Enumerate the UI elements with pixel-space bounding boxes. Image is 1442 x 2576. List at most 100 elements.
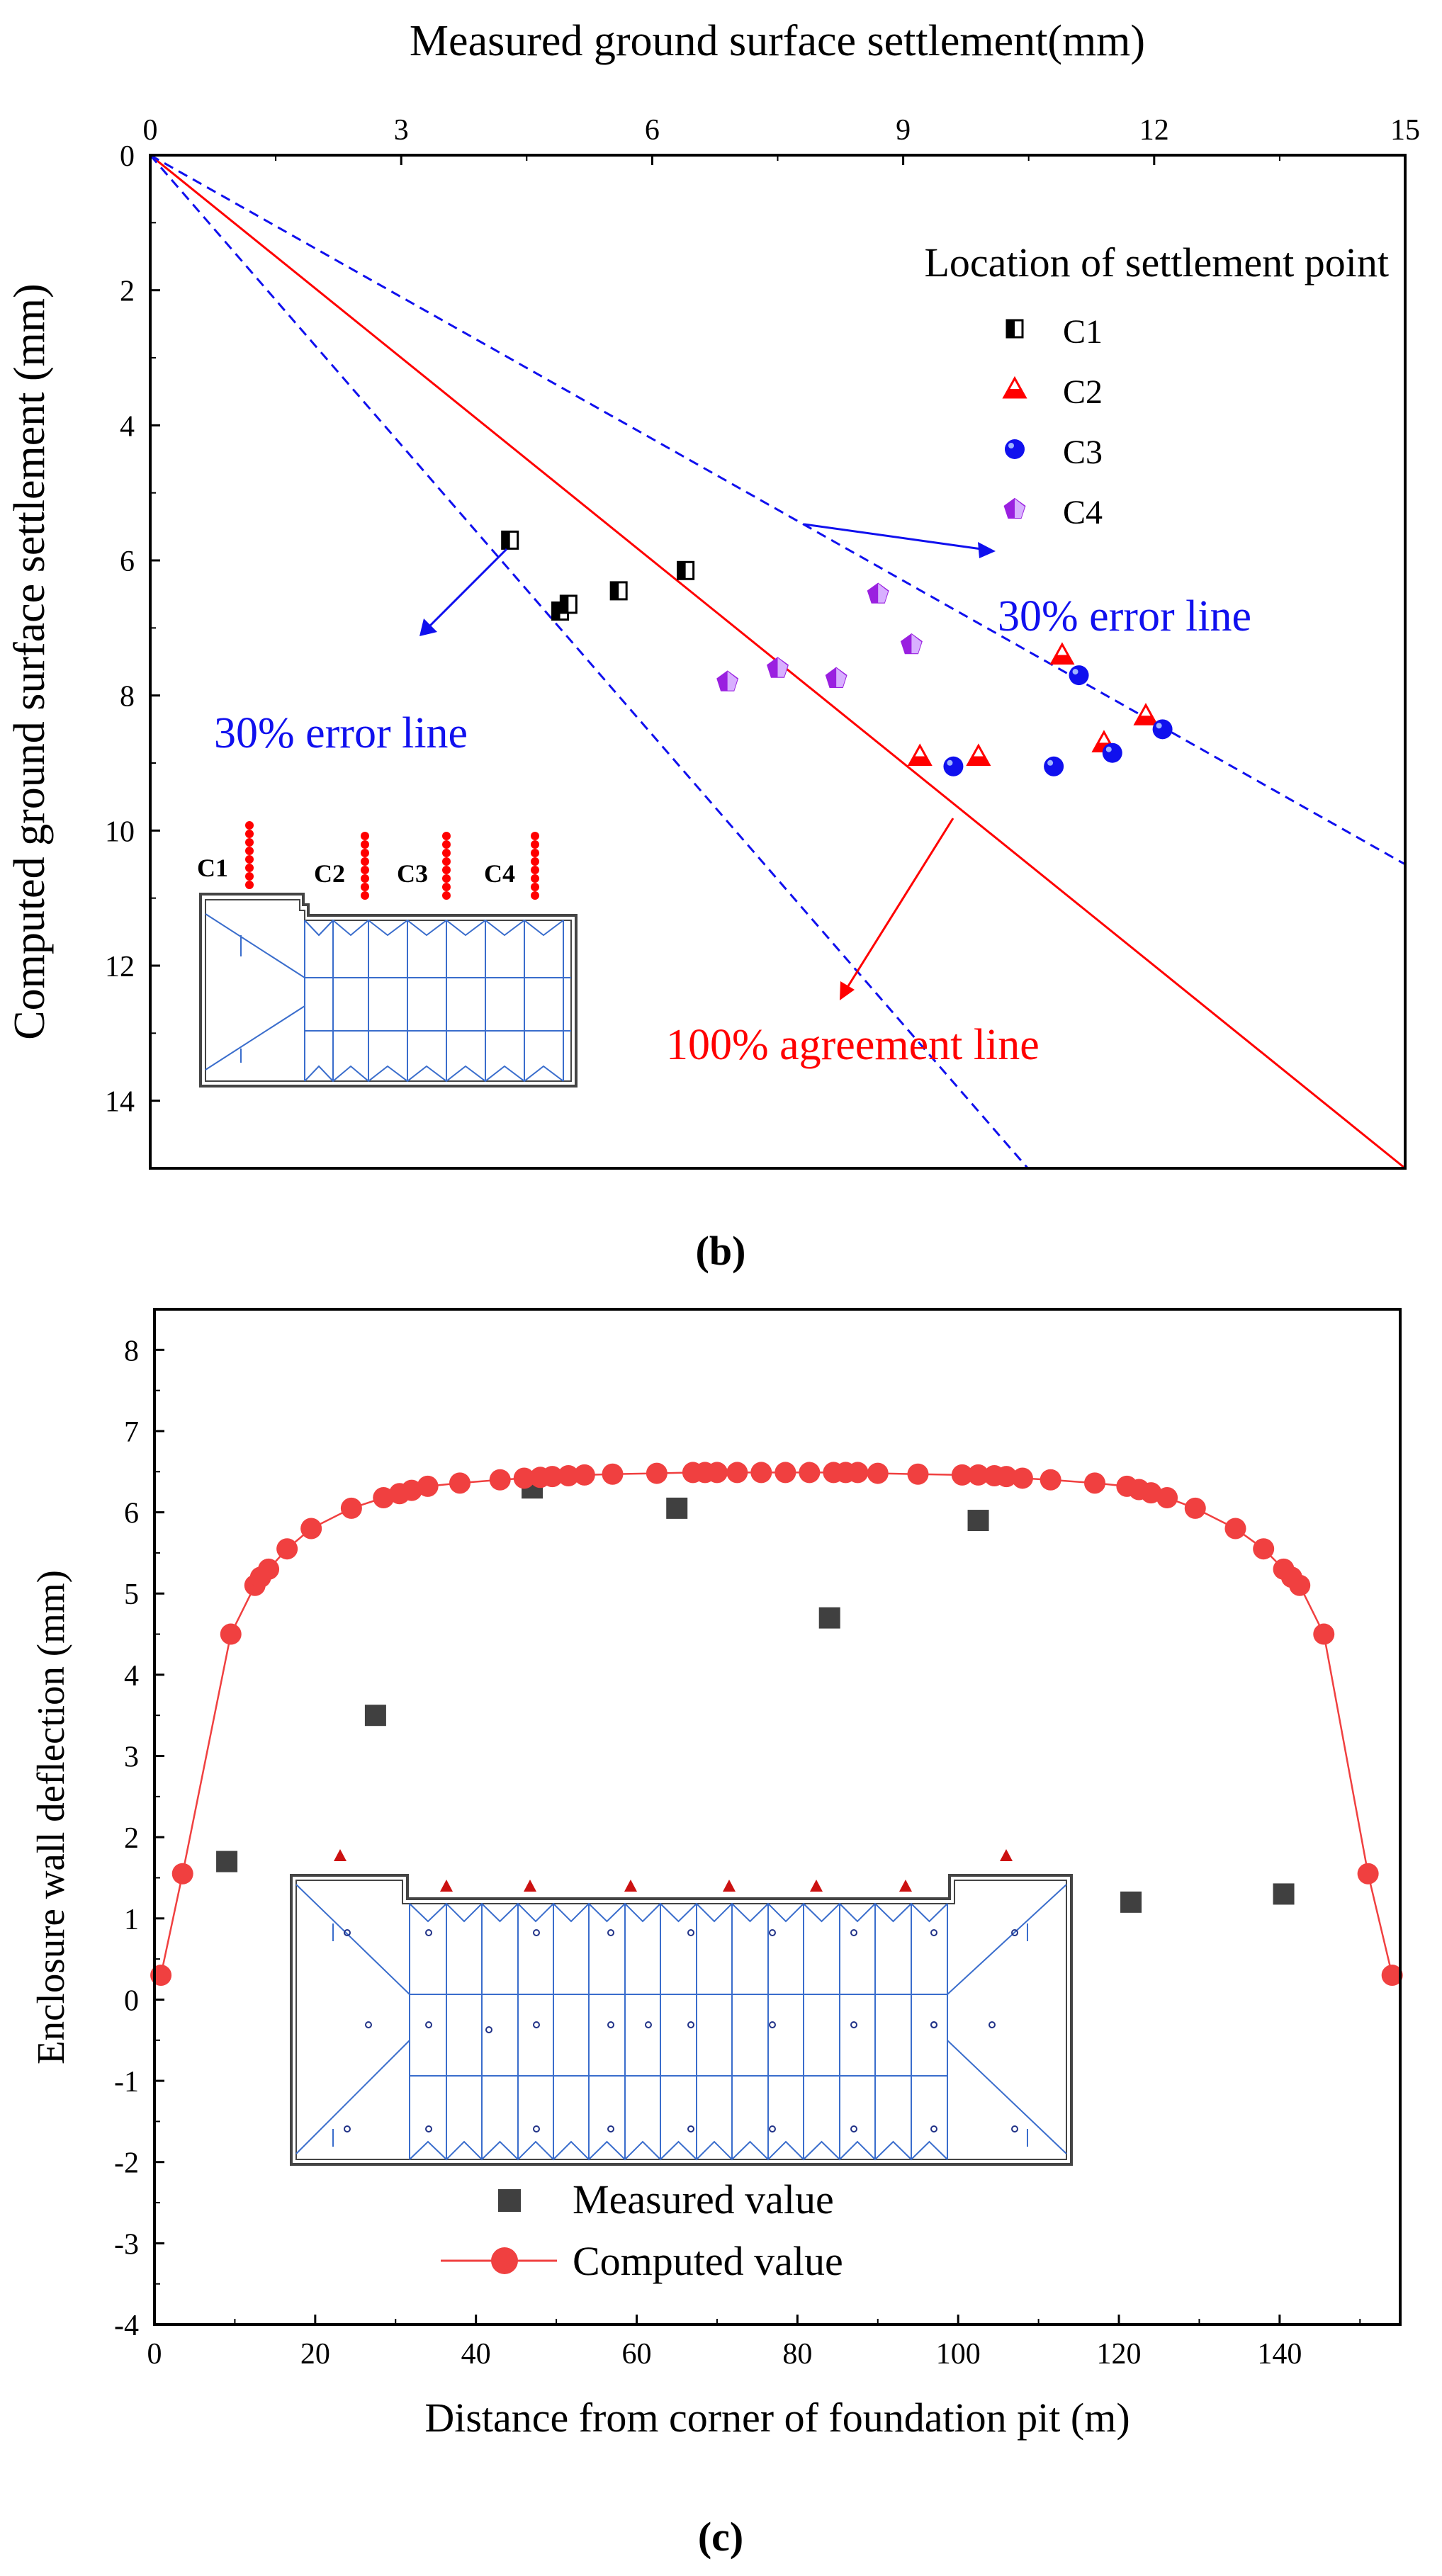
- legend-label-b-c3: C3: [1063, 434, 1103, 471]
- y-tick-label-c-12: 8: [124, 1335, 139, 1367]
- x-tick-label-c-7: 140: [1257, 2338, 1302, 2371]
- inset-settlement-dot: [442, 883, 451, 891]
- inset-settlement-dot: [442, 832, 451, 840]
- y-tick-label-b-5: 10: [105, 815, 135, 848]
- legend-label-measured: Measured value: [573, 2176, 834, 2222]
- arrow-head-agreement: [840, 981, 855, 1000]
- inset-strut-node: [533, 2021, 540, 2028]
- inset-strut-node: [485, 2026, 492, 2033]
- measured-point-3: [666, 1497, 688, 1519]
- data-point-b-c3-3-shine: [1072, 669, 1078, 675]
- inset-strut-node: [930, 2125, 937, 2132]
- computed-point-12: [417, 1475, 439, 1497]
- inset-settlement-dot: [361, 883, 369, 891]
- computed-point-17: [541, 1466, 563, 1488]
- inset-strut-node: [1011, 2125, 1018, 2132]
- legend-marker-b-c2-fill: [1004, 389, 1025, 397]
- inset-settlement-dot: [531, 840, 539, 849]
- computed-point-1: [171, 1863, 193, 1885]
- x-tick-label-c-5: 100: [936, 2338, 981, 2371]
- legend-marker-computed: [491, 2247, 518, 2274]
- computed-point-51: [1313, 1623, 1335, 1645]
- data-point-b-c3-4: [1152, 719, 1173, 740]
- inset-strut-node: [687, 1929, 694, 1936]
- data-point-b-c4-1-half: [777, 657, 788, 677]
- legend-marker-b-c3-shine: [1008, 443, 1014, 448]
- arrow-head-upper-error: [978, 542, 996, 558]
- inset-strut-node: [769, 2125, 776, 2132]
- computed-point-31: [847, 1462, 869, 1484]
- computed-point-26: [750, 1462, 772, 1484]
- inset-settlement-dot: [531, 849, 539, 857]
- inset-strut-node: [850, 2125, 857, 2132]
- inset-strut-node: [425, 2021, 432, 2028]
- data-point-b-c2-2-fill: [1051, 655, 1073, 664]
- inset-settlement-dot: [361, 849, 369, 857]
- computed-point-25: [726, 1462, 748, 1484]
- inset-label-c2: C2: [314, 859, 345, 888]
- data-point-b-c2-1-fill: [967, 756, 989, 765]
- annotation-agreement: 100% agreement line: [666, 1021, 1040, 1069]
- y-tick-label-b-2: 4: [120, 410, 135, 443]
- inset-strut-node: [607, 1929, 614, 1936]
- y-tick-label-c-7: 3: [124, 1741, 139, 1774]
- inset-settlement-dot: [245, 872, 254, 881]
- inset-label-c4: C4: [484, 859, 515, 888]
- inset-settlement-dot: [531, 883, 539, 891]
- inset-strut-node: [930, 2021, 937, 2028]
- inset-strut-node: [769, 2021, 776, 2028]
- plot-frame-b: [149, 154, 1407, 1170]
- measured-point-4: [818, 1607, 840, 1629]
- computed-point-2: [220, 1623, 242, 1645]
- legend-title-b: Location of settlement point: [924, 239, 1389, 286]
- inset-strut-node: [687, 2125, 694, 2132]
- annotation-lower-error: 30% error line: [214, 709, 468, 757]
- y-tick-label-c-4: 0: [124, 1984, 139, 2017]
- data-point-b-c1-1-fill: [552, 602, 561, 620]
- inset-settlement-dot: [442, 857, 451, 866]
- x-tick-label-c-2: 40: [461, 2338, 491, 2371]
- inset-settlement-dot: [531, 874, 539, 883]
- arrow-upper-error: [804, 523, 982, 550]
- computed-point-11: [400, 1479, 422, 1501]
- inset-strut-node: [607, 2021, 614, 2028]
- y-axis-title-b: Computed ground surface settlement (mm): [6, 283, 54, 1040]
- inset-settlement-dot: [361, 874, 369, 883]
- inset-strut-node: [344, 1929, 351, 1936]
- computed-point-43: [1140, 1482, 1162, 1504]
- inset-bottom-bracing: [409, 2140, 948, 2161]
- inset-strut-node: [425, 1929, 432, 1936]
- y-tick-label-b-0: 0: [120, 140, 135, 173]
- inset-top-bracing: [409, 1902, 948, 1923]
- plot-frame-c: [153, 1308, 1402, 2326]
- x-tick-label-b-4: 12: [1139, 114, 1169, 147]
- inset-strut-node: [930, 1929, 937, 1936]
- x-tick-label-c-3: 60: [622, 2338, 652, 2371]
- computed-point-39: [1040, 1469, 1061, 1491]
- computed-point-18: [558, 1465, 580, 1487]
- computed-point-19: [573, 1464, 595, 1486]
- inset-schematic-b: C1 C2 C3 C4: [197, 821, 578, 1088]
- inset-settlement-dot: [245, 881, 254, 889]
- arrow-agreement: [845, 818, 954, 989]
- data-point-b-c3-2: [1102, 742, 1122, 763]
- inset-settlement-dot: [442, 866, 451, 874]
- data-point-b-c3-4-shine: [1156, 723, 1162, 729]
- inset-settlement-dot: [245, 838, 254, 847]
- computed-point-7: [300, 1518, 322, 1540]
- computed-point-8: [340, 1497, 362, 1519]
- data-point-b-c3-1-shine: [1047, 759, 1054, 766]
- computed-point-34: [951, 1464, 973, 1486]
- computed-point-13: [449, 1472, 471, 1494]
- computed-point-52: [1357, 1863, 1379, 1885]
- inset-settlement-dot: [442, 874, 451, 883]
- chart-panel-b: Measured ground surface settlement(mm) C…: [6, 17, 1420, 1274]
- inset-monitoring-point: [1000, 1849, 1013, 1861]
- computed-point-27: [774, 1462, 796, 1484]
- inset-settlement-dot: [442, 849, 451, 857]
- measured-point-7: [1273, 1883, 1295, 1905]
- x-tick-label-c-4: 80: [782, 2338, 812, 2371]
- data-point-b-c2-4-fill: [1134, 716, 1156, 725]
- legend-label-b-c4: C4: [1063, 494, 1103, 531]
